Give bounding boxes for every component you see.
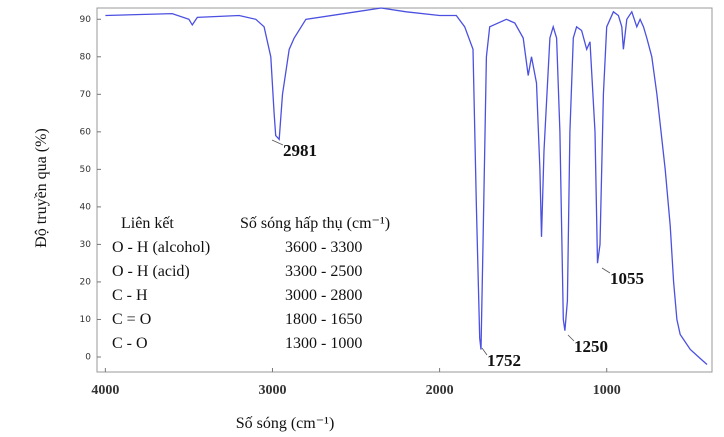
annotation: 2981 [283, 141, 317, 160]
annotation: 1752 [487, 351, 521, 370]
annotation-leader [481, 347, 488, 356]
y-tick-label: 80 [80, 52, 92, 62]
annotation: 1055 [610, 269, 644, 288]
x-tick-label: 1000 [593, 383, 621, 398]
y-tick-label: 0 [85, 352, 91, 362]
y-tick-label: 70 [80, 90, 92, 100]
annotation: 1250 [574, 337, 608, 356]
y-tick-label: 50 [80, 165, 92, 175]
y-tick-label: 10 [80, 315, 92, 325]
bond-name: O - H (alcohol) [112, 239, 210, 256]
annotation-leader [567, 334, 575, 342]
bond-name: O - H (acid) [112, 263, 190, 280]
bond-range: 3000 - 2800 [285, 287, 362, 304]
bond-name: C = O [112, 311, 151, 328]
x-tick-label: 4000 [91, 383, 119, 398]
bond-range: 1300 - 1000 [285, 335, 362, 352]
bond-range: 1800 - 1650 [285, 311, 362, 328]
bond-range: 3300 - 2500 [285, 263, 362, 280]
x-tick-label: 2000 [426, 383, 454, 398]
y-tick-label: 30 [80, 240, 92, 250]
bond-name: C - H [112, 287, 148, 304]
x-axis-label: Số sóng (cm⁻¹) [236, 415, 335, 432]
annotation-leader [601, 267, 611, 274]
spectrum-line [105, 7, 708, 365]
y-axis-label: Độ truyền qua (%) [33, 128, 50, 248]
table-header: Liên kết [121, 215, 174, 232]
bond-name: C - O [112, 335, 148, 352]
table-header: Số sóng hấp thụ (cm⁻¹) [240, 215, 390, 232]
y-tick-label: 90 [80, 15, 92, 25]
y-tick-label: 20 [80, 277, 92, 287]
plot-frame [96, 7, 713, 373]
y-tick-label: 60 [80, 127, 92, 137]
annotation-leader [271, 139, 284, 146]
x-tick-label: 3000 [258, 383, 286, 398]
bond-range: 3600 - 3300 [285, 239, 362, 256]
y-tick-label: 40 [80, 202, 92, 212]
